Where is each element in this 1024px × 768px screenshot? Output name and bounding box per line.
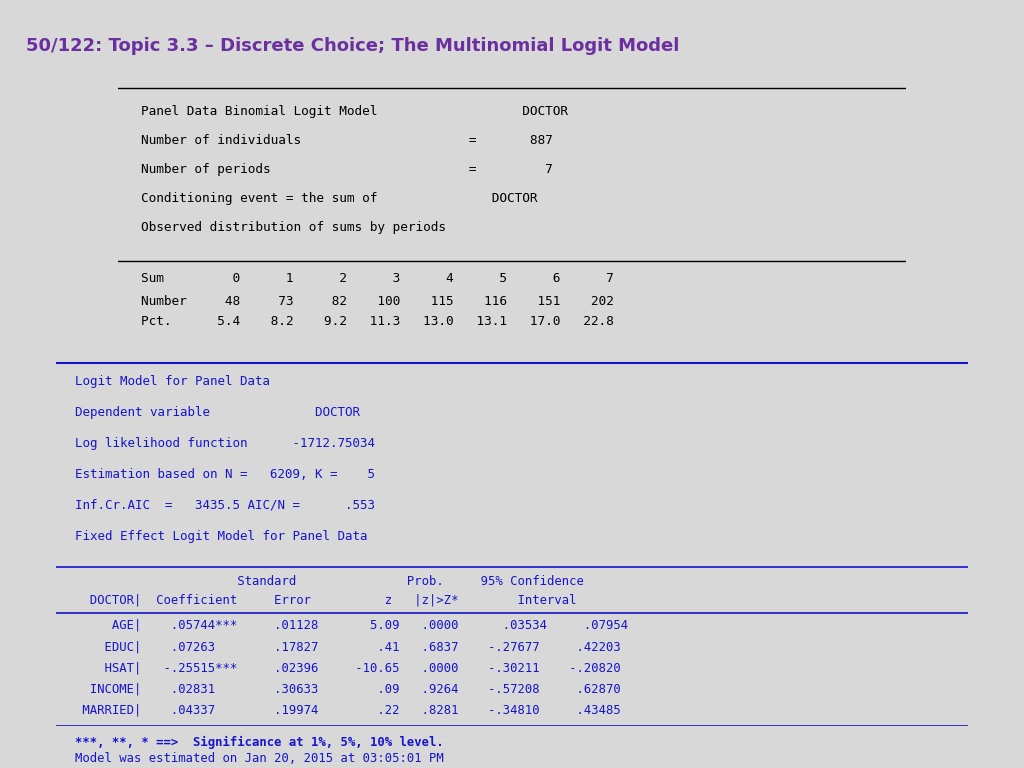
Text: Number of periods                          =         7: Number of periods = 7 xyxy=(141,163,553,176)
Text: Dependent variable              DOCTOR: Dependent variable DOCTOR xyxy=(75,406,359,419)
Text: Pct.      5.4    8.2    9.2   11.3   13.0   13.1   17.0   22.8: Pct. 5.4 8.2 9.2 11.3 13.0 13.1 17.0 22.… xyxy=(141,315,614,328)
Text: MARRIED|    .04337        .19974        .22   .8281    -.34810     .43485: MARRIED| .04337 .19974 .22 .8281 -.34810… xyxy=(75,703,621,717)
Text: HSAT|   -.25515***     .02396     -10.65   .0000    -.30211    -.20820: HSAT| -.25515*** .02396 -10.65 .0000 -.3… xyxy=(75,661,621,674)
Text: Conditioning event = the sum of               DOCTOR: Conditioning event = the sum of DOCTOR xyxy=(141,192,538,205)
Text: Estimation based on N =   6209, K =    5: Estimation based on N = 6209, K = 5 xyxy=(75,468,375,481)
Text: Inf.Cr.AIC  =   3435.5 AIC/N =      .553: Inf.Cr.AIC = 3435.5 AIC/N = .553 xyxy=(75,498,375,511)
Text: Standard               Prob.     95% Confidence: Standard Prob. 95% Confidence xyxy=(75,575,584,588)
Text: Fixed Effect Logit Model for Panel Data: Fixed Effect Logit Model for Panel Data xyxy=(75,530,367,542)
Text: Model was estimated on Jan 20, 2015 at 03:05:01 PM: Model was estimated on Jan 20, 2015 at 0… xyxy=(75,752,443,765)
Text: Panel Data Binomial Logit Model                   DOCTOR: Panel Data Binomial Logit Model DOCTOR xyxy=(141,104,568,118)
Text: ***, **, * ==>  Significance at 1%, 5%, 10% level.: ***, **, * ==> Significance at 1%, 5%, 1… xyxy=(75,736,443,749)
Text: Sum         0      1      2      3      4      5      6      7: Sum 0 1 2 3 4 5 6 7 xyxy=(141,272,614,285)
Text: Log likelihood function      -1712.75034: Log likelihood function -1712.75034 xyxy=(75,436,375,449)
Text: Number of individuals                      =       887: Number of individuals = 887 xyxy=(141,134,553,147)
Text: Number     48     73     82    100    115    116    151    202: Number 48 73 82 100 115 116 151 202 xyxy=(141,295,614,308)
Text: Observed distribution of sums by periods: Observed distribution of sums by periods xyxy=(141,221,446,234)
Text: 50/122: Topic 3.3 – Discrete Choice; The Multinomial Logit Model: 50/122: Topic 3.3 – Discrete Choice; The… xyxy=(26,37,679,55)
Text: Logit Model for Panel Data: Logit Model for Panel Data xyxy=(75,375,269,388)
Text: AGE|    .05744***     .01128       5.09   .0000      .03534     .07954: AGE| .05744*** .01128 5.09 .0000 .03534 … xyxy=(75,619,628,632)
Text: INCOME|    .02831        .30633        .09   .9264    -.57208     .62870: INCOME| .02831 .30633 .09 .9264 -.57208 … xyxy=(75,683,621,695)
Text: DOCTOR|  Coefficient     Error          z   |z|>Z*        Interval: DOCTOR| Coefficient Error z |z|>Z* Inter… xyxy=(75,594,577,607)
Text: EDUC|    .07263        .17827        .41   .6837    -.27677     .42203: EDUC| .07263 .17827 .41 .6837 -.27677 .4… xyxy=(75,640,621,653)
